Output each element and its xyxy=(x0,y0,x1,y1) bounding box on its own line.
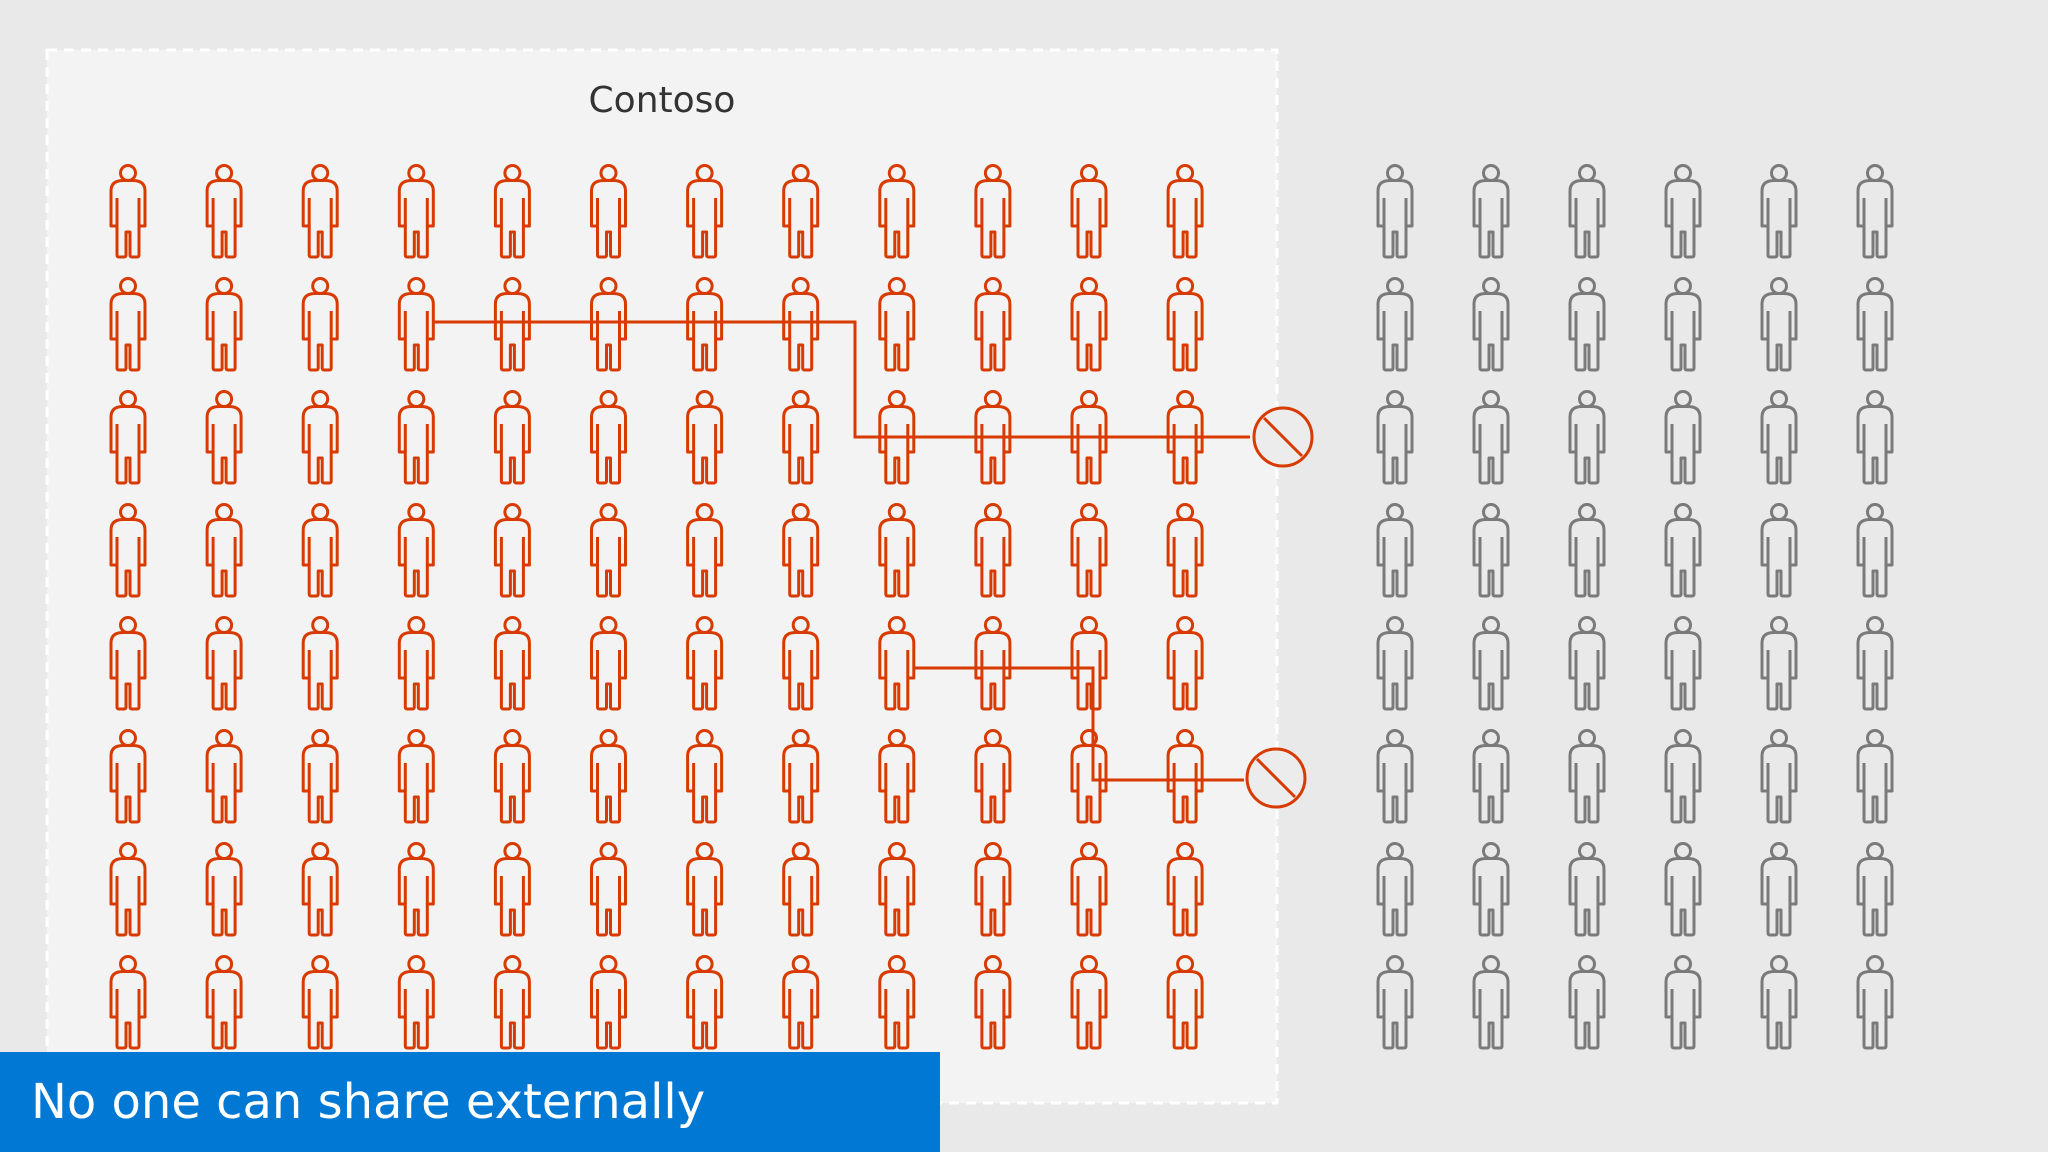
person-icon xyxy=(1856,729,1894,824)
person-icon xyxy=(1856,616,1894,711)
person-icon xyxy=(1376,616,1414,711)
person-icon xyxy=(1664,164,1702,259)
person-icon xyxy=(1760,503,1798,598)
caption-text: No one can share externally xyxy=(31,1074,706,1130)
person-icon xyxy=(1472,616,1510,711)
person-icon xyxy=(1376,277,1414,372)
person-icon xyxy=(1568,616,1606,711)
person-icon xyxy=(1472,729,1510,824)
caption-bar: No one can share externally xyxy=(0,1052,940,1152)
person-icon xyxy=(1856,390,1894,485)
person-icon xyxy=(1568,503,1606,598)
person-icon xyxy=(1472,842,1510,937)
person-icon xyxy=(1760,164,1798,259)
person-icon xyxy=(1472,164,1510,259)
person-icon xyxy=(1664,616,1702,711)
person-icon xyxy=(1664,842,1702,937)
person-icon xyxy=(1376,842,1414,937)
person-icon xyxy=(1376,503,1414,598)
person-icon xyxy=(1664,729,1702,824)
person-icon xyxy=(1568,164,1606,259)
person-icon xyxy=(1376,729,1414,824)
person-icon xyxy=(1760,842,1798,937)
person-icon xyxy=(1568,842,1606,937)
person-icon xyxy=(1856,164,1894,259)
person-icon xyxy=(1760,277,1798,372)
person-icon xyxy=(1760,390,1798,485)
person-icon xyxy=(1856,842,1894,937)
org-title: Contoso xyxy=(589,80,736,121)
person-icon xyxy=(1664,955,1702,1050)
person-icon xyxy=(1664,277,1702,372)
person-icon xyxy=(1376,955,1414,1050)
person-icon xyxy=(1376,390,1414,485)
share-path-line xyxy=(433,320,1250,439)
external-people-grid xyxy=(1376,164,1894,1050)
person-icon xyxy=(1856,277,1894,372)
person-icon xyxy=(1568,955,1606,1050)
share-path-line xyxy=(914,666,1244,782)
person-icon xyxy=(1760,729,1798,824)
person-icon xyxy=(1664,390,1702,485)
person-icon xyxy=(1856,955,1894,1050)
person-icon xyxy=(1568,277,1606,372)
person-icon xyxy=(1568,390,1606,485)
blocked-icon xyxy=(1245,747,1307,809)
sharing-paths xyxy=(433,320,1314,809)
person-icon xyxy=(1664,503,1702,598)
blocked-icon xyxy=(1252,406,1314,468)
person-icon xyxy=(1472,503,1510,598)
person-icon xyxy=(1472,955,1510,1050)
person-icon xyxy=(1856,503,1894,598)
person-icon xyxy=(1472,277,1510,372)
person-icon xyxy=(1760,616,1798,711)
person-icon xyxy=(1760,955,1798,1050)
person-icon xyxy=(1472,390,1510,485)
person-icon xyxy=(1568,729,1606,824)
person-icon xyxy=(1376,164,1414,259)
